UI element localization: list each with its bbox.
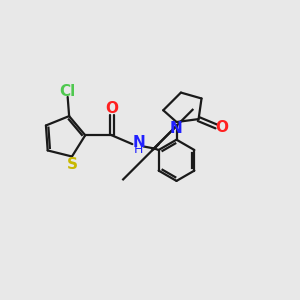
Text: N: N bbox=[169, 121, 182, 136]
Text: S: S bbox=[67, 157, 77, 172]
Text: O: O bbox=[105, 101, 118, 116]
Text: N: N bbox=[132, 135, 145, 150]
Text: Cl: Cl bbox=[59, 84, 76, 99]
Text: H: H bbox=[134, 143, 143, 157]
Text: O: O bbox=[216, 119, 229, 134]
